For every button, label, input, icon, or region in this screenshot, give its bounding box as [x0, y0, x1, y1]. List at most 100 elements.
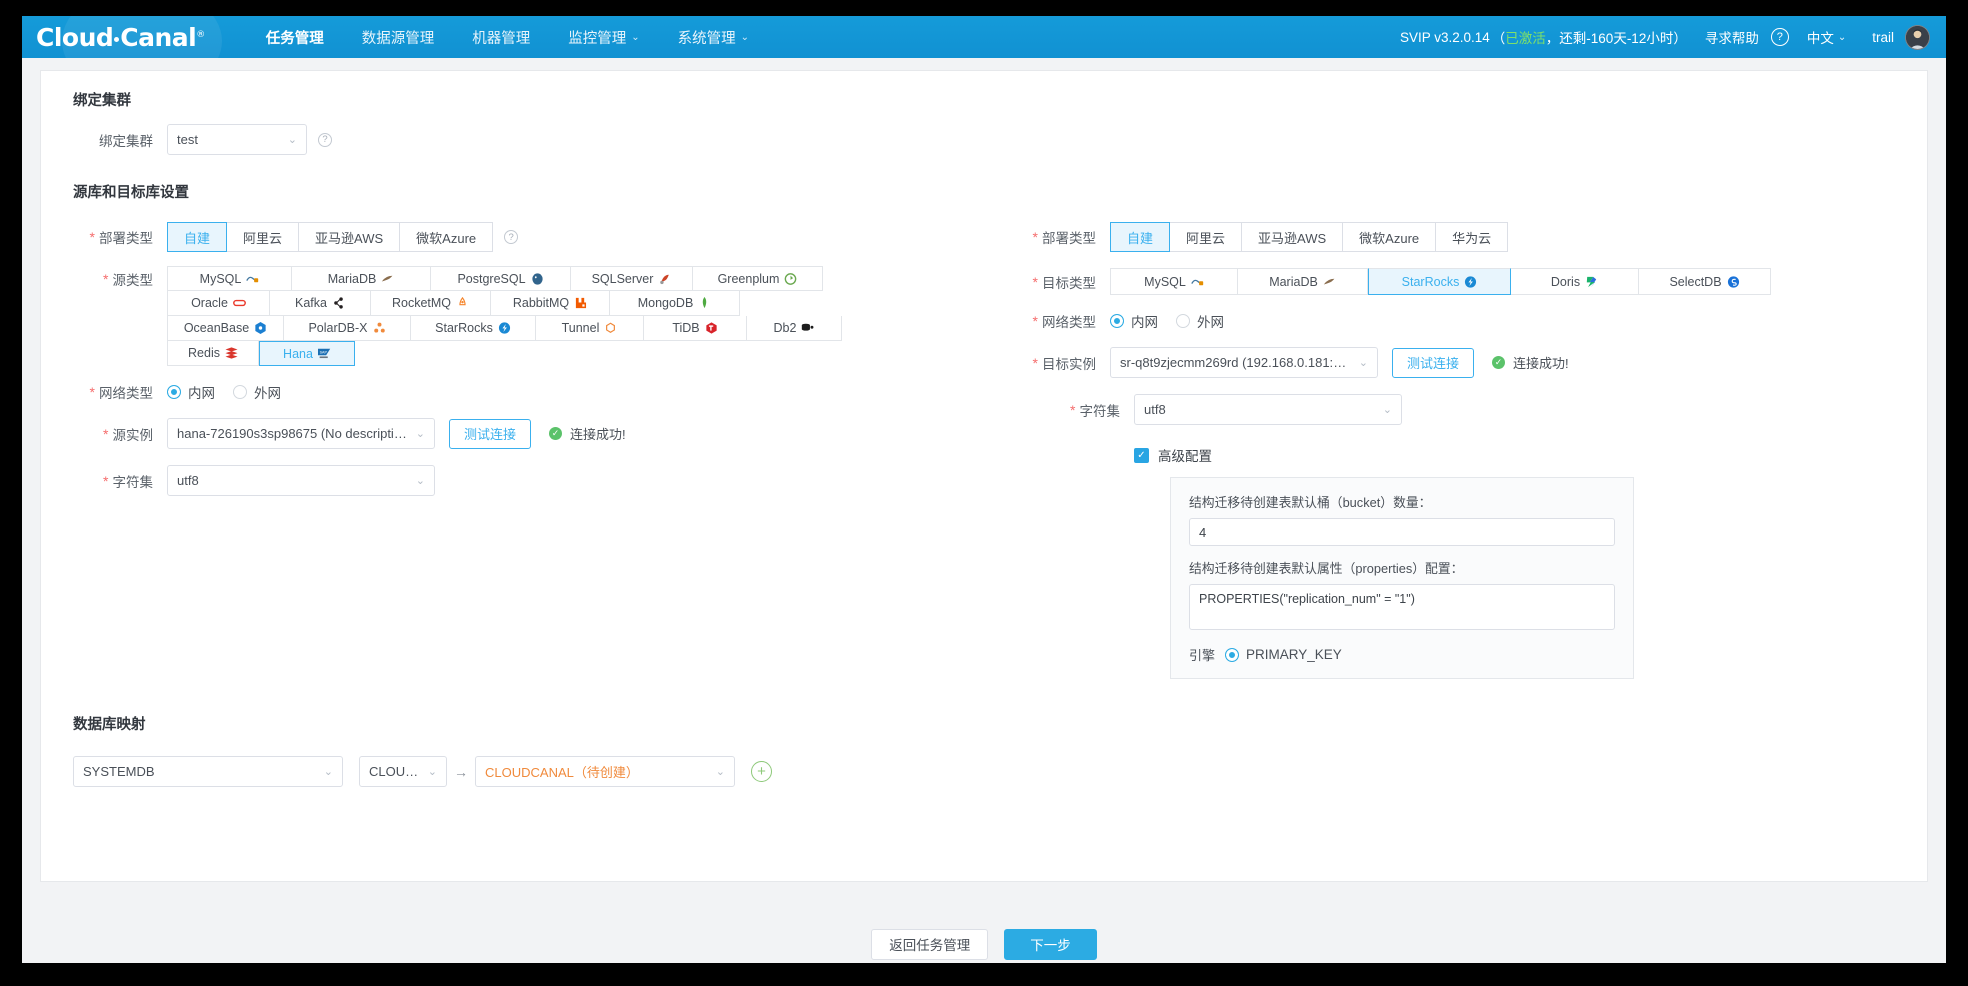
source-type-redis[interactable]: Redis: [167, 341, 259, 366]
source-deploy-help-icon[interactable]: ?: [504, 230, 519, 244]
nav-item-monitor-management[interactable]: 监控管理 ⌄: [549, 27, 658, 48]
avatar[interactable]: [1905, 24, 1930, 50]
target-type-starrocks[interactable]: StarRocks: [1368, 268, 1511, 295]
target-panel: 部署类型 自建 阿里云 亚马逊AWS 微软Azure 华为云 目标类型: [984, 216, 1927, 679]
source-type-mongodb[interactable]: MongoDB: [610, 291, 740, 316]
db-name: Hana: [283, 346, 313, 361]
engine-option-primary-key[interactable]: PRIMARY_KEY: [1225, 647, 1342, 662]
source-type-polardbx[interactable]: PolarDB-X: [284, 316, 411, 341]
source-type-starrocks[interactable]: StarRocks: [411, 316, 536, 341]
chevron-down-icon: ⌄: [631, 31, 640, 43]
username-label[interactable]: trail: [1872, 29, 1894, 45]
section-title-db-settings: 源库和目标库设置: [73, 185, 189, 201]
next-step-button[interactable]: 下一步: [1004, 928, 1097, 960]
source-network-option-internal[interactable]: 内网: [167, 382, 215, 402]
target-test-connection-button[interactable]: 测试连接: [1392, 347, 1475, 378]
bucket-count-input[interactable]: [1189, 518, 1615, 546]
source-type-label: 源类型: [41, 266, 154, 291]
advanced-config-checkbox[interactable]: ✓ 高级配置: [1134, 445, 1927, 465]
source-instance-value: hana-726190s3sp98675 (No description): [177, 426, 410, 441]
properties-textarea[interactable]: [1189, 584, 1615, 630]
target-deploy-option-self-built[interactable]: 自建: [1110, 222, 1171, 252]
nav-label: 数据源管理: [361, 30, 435, 47]
source-type-hana[interactable]: Hana SAP: [259, 341, 355, 366]
mapping-target-db-select[interactable]: CLOUDCANAL（待创建） ⌄: [475, 756, 735, 787]
target-instance-value: sr-q8t9zjecmm269rd (192.168.0.181:9030): [1120, 355, 1353, 370]
source-type-postgresql[interactable]: PostgreSQL: [431, 266, 571, 291]
source-charset-select[interactable]: utf8 ⌄: [167, 465, 435, 496]
source-type-rocketmq[interactable]: RocketMQ: [371, 291, 491, 316]
source-type-kafka[interactable]: Kafka: [270, 291, 371, 316]
source-type-sqlserver[interactable]: SQLServer: [571, 266, 693, 291]
radio-dot-icon: [233, 385, 247, 399]
source-type-greenplum[interactable]: Greenplum: [693, 266, 823, 291]
db-name: PolarDB-X: [308, 321, 368, 335]
mapping-source-schema-select[interactable]: CLOUDCAN ⌄: [359, 756, 447, 787]
greenplum-icon: [785, 272, 797, 285]
bind-cluster-select[interactable]: test ⌄: [167, 124, 307, 155]
source-test-connection-button[interactable]: 测试连接: [449, 418, 532, 449]
db-name: SelectDB: [1669, 274, 1722, 289]
source-deploy-option-azure[interactable]: 微软Azure: [400, 222, 494, 252]
mapping-source-db-select[interactable]: SYSTEMDB ⌄: [73, 756, 343, 787]
source-type-rabbitmq[interactable]: RabbitMQ: [491, 291, 610, 316]
svg-text:SAP: SAP: [320, 350, 328, 354]
rocketmq-icon: [459, 297, 466, 306]
source-type-mariadb[interactable]: MariaDB: [292, 266, 431, 291]
target-type-mariadb[interactable]: MariaDB: [1238, 268, 1368, 295]
target-deploy-option-azure[interactable]: 微软Azure: [1343, 222, 1437, 252]
source-deploy-option-self-built[interactable]: 自建: [167, 222, 228, 252]
back-to-task-management-button[interactable]: 返回任务管理: [871, 928, 989, 960]
db-name: Doris: [1550, 274, 1581, 289]
source-type-row: Oracle Kafka RocketMQ RabbitMQ MongoDB: [167, 291, 842, 316]
source-type-tunnel[interactable]: Tunnel: [536, 316, 644, 341]
target-network-option-internal[interactable]: 内网: [1110, 311, 1158, 331]
target-deploy-option-aliyun[interactable]: 阿里云: [1170, 222, 1243, 252]
db-name: Kafka: [295, 296, 327, 310]
target-type-selectdb[interactable]: SelectDB: [1639, 268, 1771, 295]
nav-item-system-management[interactable]: 系统管理 ⌄: [659, 27, 768, 48]
add-mapping-button[interactable]: +: [751, 761, 772, 782]
bind-cluster-help-icon[interactable]: ?: [318, 132, 332, 147]
source-deploy-option-aliyun[interactable]: 阿里云: [227, 222, 300, 252]
seek-help-link[interactable]: 寻求帮助: [1704, 31, 1759, 46]
app-logo[interactable]: Cloud Canal®: [22, 23, 209, 52]
radio-dot-icon: [1225, 647, 1240, 662]
target-instance-select[interactable]: sr-q8t9zjecmm269rd (192.168.0.181:9030) …: [1110, 347, 1378, 378]
target-network-option-external[interactable]: 外网: [1176, 311, 1224, 331]
page-scroll-area[interactable]: 绑定集群 绑定集群 test ⌄ ? 源库和目标库设置 部署类型 自建: [22, 70, 1946, 963]
source-deploy-type-label: 部署类型: [41, 227, 153, 247]
chevron-down-icon: ⌄: [1382, 404, 1392, 416]
source-type-mysql[interactable]: MySQL: [167, 266, 292, 291]
target-deploy-option-aws[interactable]: 亚马逊AWS: [1242, 222, 1344, 252]
chevron-down-icon: ⌄: [323, 766, 333, 778]
rabbitmq-icon: [576, 297, 587, 309]
postgresql-icon: [531, 272, 543, 285]
db-name: RabbitMQ: [512, 296, 570, 310]
radio-label: 外网: [254, 386, 281, 401]
help-question-icon[interactable]: ?: [1770, 28, 1789, 46]
nav-item-task-management[interactable]: 任务管理: [247, 27, 343, 48]
db-name: StarRocks: [435, 321, 493, 335]
chevron-down-icon: ⌄: [1358, 357, 1368, 369]
oceanbase-icon: [255, 322, 266, 334]
target-charset-value: utf8: [1144, 402, 1166, 417]
target-type-mysql[interactable]: MySQL: [1110, 268, 1238, 295]
source-instance-select[interactable]: hana-726190s3sp98675 (No description) ⌄: [167, 418, 435, 449]
target-deploy-option-huaweicloud[interactable]: 华为云: [1436, 222, 1509, 252]
nav-item-datasource-management[interactable]: 数据源管理: [343, 27, 454, 48]
source-type-row: MySQL MariaDB PostgreSQL SQLServer Green…: [167, 266, 842, 291]
language-switcher[interactable]: 中文 ⌄: [1807, 27, 1846, 47]
source-deploy-option-aws[interactable]: 亚马逊AWS: [299, 222, 401, 252]
source-type-db2[interactable]: Db2: [747, 316, 842, 341]
bucket-count-label: 结构迁移待创建表默认桶（bucket）数量：: [1189, 495, 1432, 510]
source-type-oceanbase[interactable]: OceanBase: [167, 316, 284, 341]
source-type-tidb[interactable]: TiDB: [644, 316, 747, 341]
source-network-option-external[interactable]: 外网: [233, 382, 281, 402]
source-type-oracle[interactable]: Oracle: [167, 291, 270, 316]
target-type-doris[interactable]: Doris: [1511, 268, 1639, 295]
radio-dot-icon: [1176, 314, 1190, 328]
db-name: TiDB: [672, 321, 700, 335]
target-charset-select[interactable]: utf8 ⌄: [1134, 394, 1402, 425]
nav-item-machine-management[interactable]: 机器管理: [453, 27, 549, 48]
